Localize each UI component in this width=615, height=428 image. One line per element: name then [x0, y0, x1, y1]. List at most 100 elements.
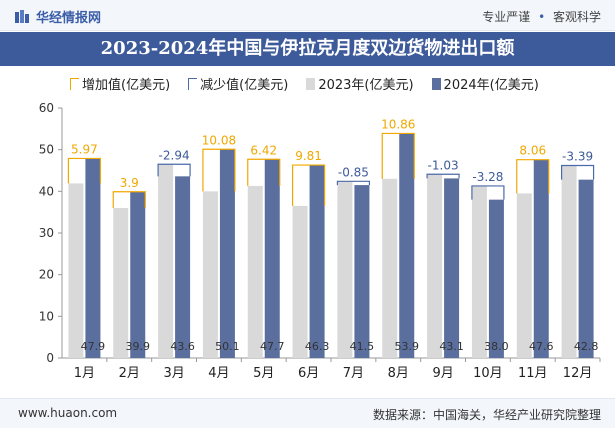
bar-2023 — [382, 178, 398, 358]
bar-2023 — [561, 165, 577, 358]
y-tick-label: 0 — [46, 351, 54, 365]
diff-label: 3.9 — [120, 176, 139, 190]
logo-icon — [15, 9, 29, 23]
bar-2024 — [488, 199, 504, 358]
x-tick-label: 5月 — [253, 366, 274, 381]
bar-2023 — [471, 185, 487, 358]
bar-2024 — [130, 191, 146, 358]
legend-2024[interactable]: 2024年(亿美元) — [431, 74, 539, 93]
logo[interactable]: 华经情报网 — [14, 7, 101, 26]
increase-bracket — [202, 148, 236, 192]
y-tick-label: 50 — [39, 143, 54, 157]
legend-increase-swatch — [70, 77, 79, 90]
bar-2023 — [292, 205, 308, 358]
value-label-2024: 53.9 — [395, 340, 420, 353]
decrease-bracket — [157, 163, 191, 177]
value-label-2024: 38.0 — [484, 340, 509, 353]
bar-2024 — [219, 149, 235, 358]
decrease-bracket — [336, 180, 371, 186]
bar-2024 — [578, 179, 594, 358]
bar-2023 — [337, 181, 353, 358]
value-label-2024: 47.9 — [81, 340, 106, 353]
diff-label: 5.97 — [71, 142, 98, 156]
x-tick-label: 10月 — [473, 366, 503, 381]
diff-label: 10.08 — [202, 133, 236, 147]
increase-bracket — [112, 191, 146, 208]
x-tick-label: 7月 — [343, 366, 364, 381]
legend-2024-label: 2024年(亿美元) — [443, 78, 539, 93]
increase-bracket — [516, 159, 550, 194]
diff-label: -1.03 — [428, 158, 459, 172]
value-label-2024: 47.7 — [260, 340, 285, 353]
diff-label: -0.85 — [338, 165, 369, 179]
tagline-a: 专业严谨 — [482, 10, 531, 24]
bar-2024 — [444, 178, 460, 358]
value-label-2024: 46.3 — [305, 340, 330, 353]
x-tick-label: 1月 — [74, 366, 95, 381]
bar-2024 — [85, 158, 101, 358]
decrease-bracket — [560, 164, 595, 180]
y-tick-label: 60 — [39, 101, 54, 115]
legend-decrease-swatch — [188, 77, 198, 90]
dot-separator: • — [538, 10, 546, 24]
diff-label: 6.42 — [250, 143, 277, 157]
tagline-b: 客观科学 — [552, 10, 601, 24]
diff-label: -3.39 — [562, 150, 593, 164]
legend-2024-swatch — [431, 77, 441, 90]
y-tick-label: 30 — [39, 226, 54, 240]
value-label-2024: 43.1 — [439, 340, 464, 353]
bar-2023 — [113, 208, 129, 358]
legend-2023-label: 2023年(亿美元) — [318, 78, 414, 93]
x-tick-label: 9月 — [432, 366, 453, 381]
bar-2024 — [399, 133, 415, 358]
x-tick-label: 4月 — [208, 366, 229, 381]
value-label-2024: 43.6 — [170, 340, 195, 353]
bar-2023 — [516, 193, 532, 358]
legend-increase[interactable]: 增加值(亿美元) — [70, 74, 170, 93]
footer: www.huaon.com 数据来源：中国海关，华经产业研究院整理 — [0, 398, 615, 428]
bar-chart: 0 10 20 30 40 50 60 5.97 47.9 1月 3.9 39.9 2月 -2.94 43.… — [39, 101, 601, 381]
bar-2024 — [175, 176, 191, 358]
tagline: 专业严谨 • 客观科学 — [482, 8, 601, 25]
legend-2023[interactable]: 2023年(亿美元) — [306, 74, 414, 93]
bar-2023 — [427, 174, 443, 358]
y-tick-label: 10 — [39, 309, 54, 323]
value-label-2024: 41.5 — [350, 340, 375, 353]
x-tick-label: 3月 — [163, 366, 184, 381]
footer-url[interactable]: www.huaon.com — [18, 406, 118, 420]
value-label-2024: 50.1 — [215, 340, 240, 353]
bar-2024 — [533, 159, 549, 358]
legend-decrease-label: 减少值(亿美元) — [200, 78, 289, 93]
diff-label: 9.81 — [295, 149, 322, 163]
bar-2024 — [264, 159, 280, 358]
bar-2023 — [247, 185, 263, 358]
chart-legend: 增加值(亿美元) 减少值(亿美元) 2023年(亿美元) 2024年(亿美元) — [70, 74, 557, 93]
increase-bracket — [67, 157, 102, 184]
value-label-2024: 47.6 — [529, 340, 554, 353]
diff-label: 10.86 — [381, 117, 415, 131]
bar-2023 — [158, 164, 174, 358]
bar-2023 — [68, 183, 84, 358]
value-label-2024: 42.8 — [574, 340, 599, 353]
y-tick-label: 20 — [39, 268, 54, 282]
legend-2023-swatch — [306, 77, 316, 90]
logo-text: 华经情报网 — [36, 11, 102, 26]
x-tick-label: 8月 — [388, 366, 409, 381]
legend-decrease[interactable]: 减少值(亿美元) — [188, 74, 288, 93]
x-tick-label: 2月 — [119, 366, 140, 381]
increase-bracket — [381, 132, 415, 179]
legend-increase-label: 增加值(亿美元) — [82, 78, 171, 93]
bar-2024 — [309, 165, 325, 358]
diff-label: -3.28 — [472, 170, 503, 184]
footer-source: 数据来源：中国海关，华经产业研究院整理 — [372, 408, 601, 422]
chart-title: 2023-2024年中国与伊拉克月度双边货物进出口额 — [0, 32, 615, 66]
increase-bracket — [247, 158, 281, 186]
bar-2023 — [202, 191, 218, 358]
x-tick-label: 11月 — [518, 366, 548, 381]
top-bar: 华经情报网 专业严谨 • 客观科学 — [0, 0, 615, 31]
x-tick-label: 6月 — [298, 366, 319, 381]
x-tick-label: 12月 — [563, 366, 593, 381]
y-tick-label: 40 — [39, 184, 54, 198]
diff-label: -2.94 — [159, 148, 190, 162]
diff-label: 8.06 — [519, 144, 546, 158]
